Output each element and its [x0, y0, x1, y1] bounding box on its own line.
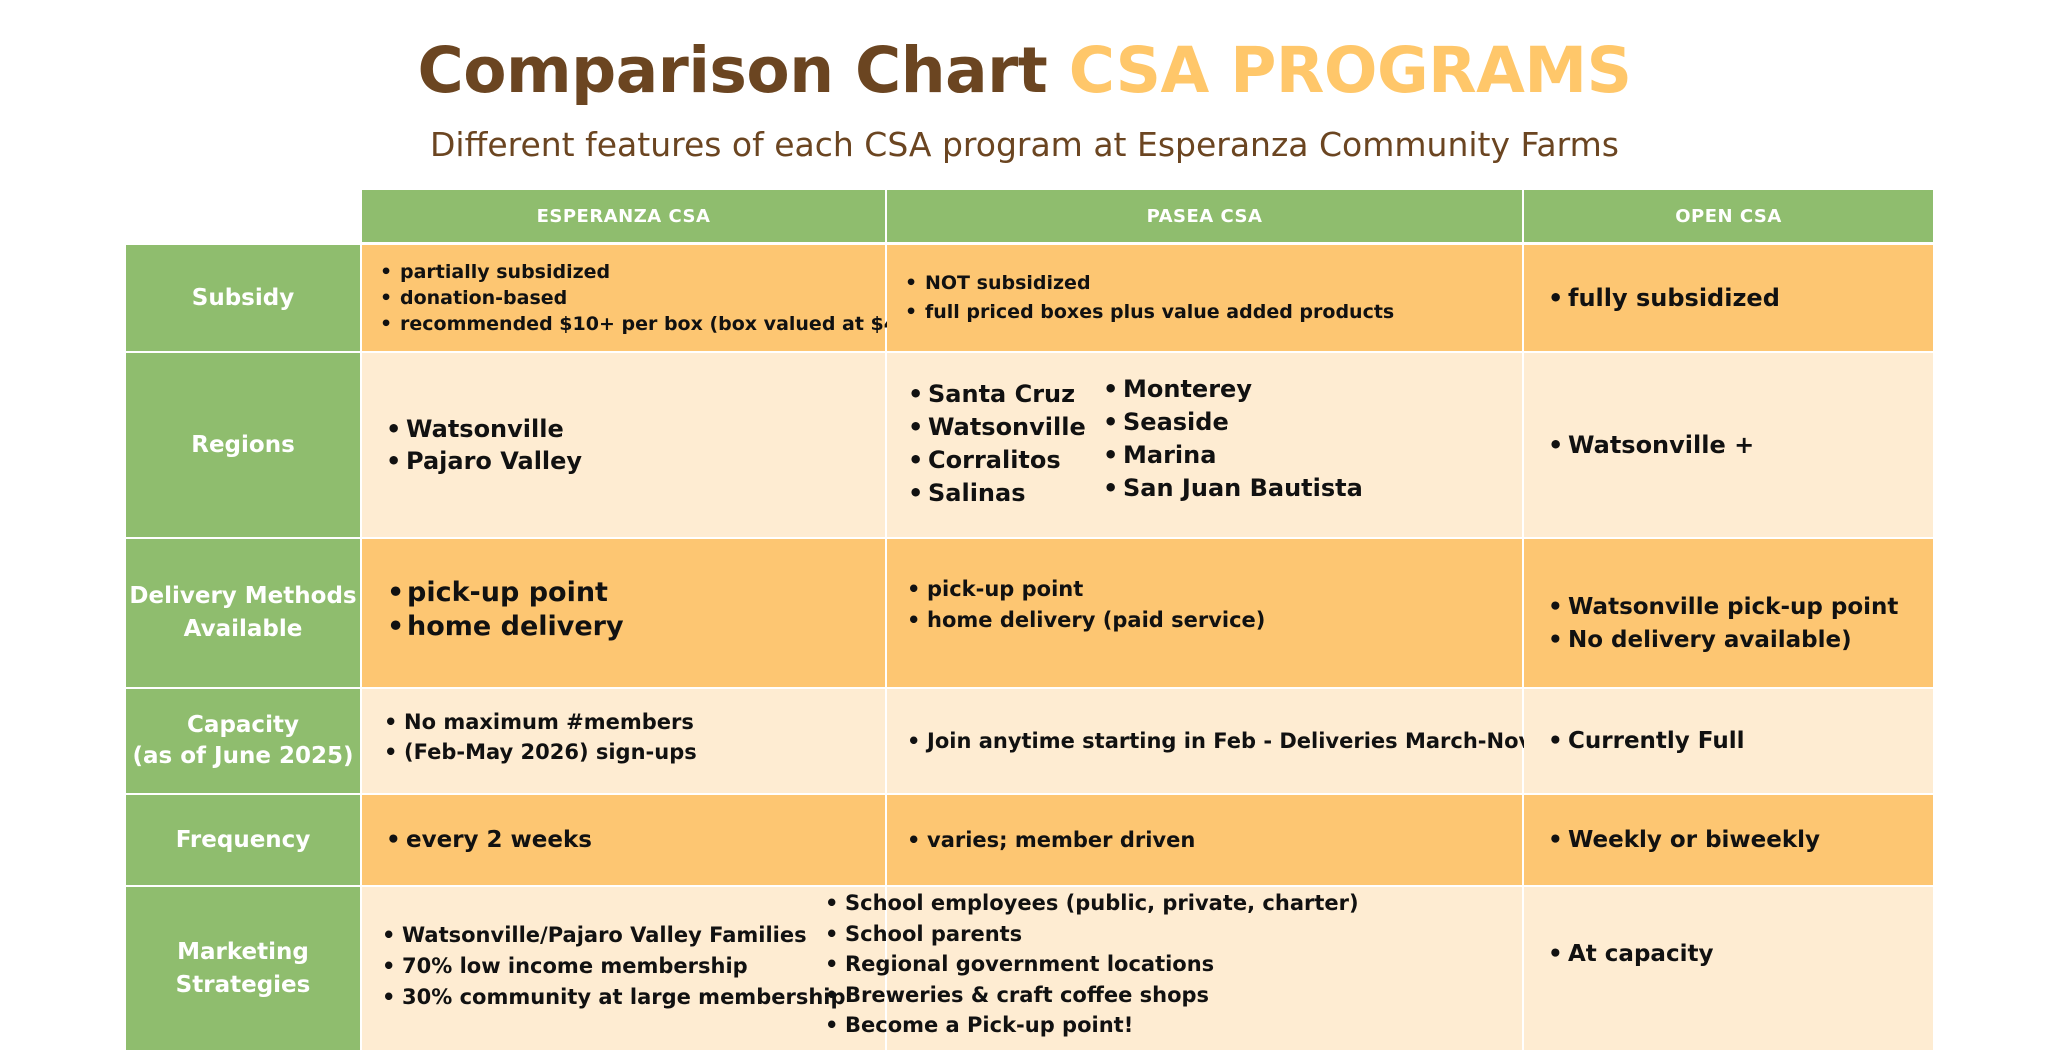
cell-subsidy-esperanza: partially subsidized donation-based reco… [362, 245, 919, 351]
marketing-pasea-list: School employees (public, private, chart… [825, 888, 1359, 1041]
list-item: home delivery [387, 610, 624, 644]
list-item: School employees (public, private, chart… [825, 888, 1359, 919]
cell-subsidy-pasea: NOT subsidized full priced boxes plus va… [887, 245, 1522, 351]
list-item: San Juan Bautista [1103, 472, 1363, 505]
cell-capacity-esperanza: No maximum #members (Feb-May 2026) sign-… [362, 689, 885, 793]
cell-regions-open: Watsonville + [1524, 353, 1933, 537]
list-item: every 2 weeks [386, 827, 592, 853]
row-label-delivery: Delivery Methods Available [126, 539, 360, 687]
list-item: At capacity [1548, 941, 1713, 967]
cell-delivery-open: Watsonville pick-up point No delivery av… [1524, 539, 1933, 687]
list-item: Marina [1103, 439, 1363, 472]
list-item: recommended $10+ per box (box valued at … [380, 311, 919, 337]
list-item: No delivery available) [1548, 624, 1898, 657]
cell-capacity-open: Currently Full [1524, 689, 1933, 793]
list-item: Watsonville [386, 413, 582, 445]
list-item: Join anytime starting in Feb - Deliverie… [907, 729, 1532, 753]
list-item: Monterey [1103, 373, 1363, 406]
list-item: (Feb-May 2026) sign-ups [384, 737, 697, 767]
list-item: Become a Pick-up point! [825, 1010, 1359, 1041]
list-item: Breweries & craft coffee shops [825, 980, 1359, 1011]
list-item: Seaside [1103, 406, 1363, 439]
list-item: Weekly or biweekly [1548, 827, 1820, 853]
list-item: Corralitos [908, 444, 1086, 477]
list-item: No maximum #members [384, 707, 697, 737]
list-item: pick-up point [387, 576, 624, 610]
page-subtitle: Different features of each CSA program a… [430, 125, 1619, 164]
list-item: Watsonville + [1548, 431, 1754, 459]
cell-capacity-pasea: Join anytime starting in Feb - Deliverie… [887, 689, 1532, 793]
row-label-capacity: Capacity (as of June 2025) [126, 689, 360, 793]
cell-delivery-pasea: pick-up point home delivery (paid servic… [887, 539, 1522, 687]
cell-delivery-esperanza: pick-up point home delivery [362, 539, 885, 687]
list-item: varies; member driven [907, 828, 1195, 852]
cell-marketing-open: At capacity [1524, 887, 1933, 1050]
list-item: Currently Full [1548, 728, 1745, 754]
list-item: Watsonville [908, 411, 1086, 444]
marketing-esperanza-list: Watsonville/Pajaro Valley Families 70% l… [382, 920, 846, 1013]
title-accent: CSA PROGRAMS [1068, 34, 1632, 107]
title-main: Comparison Chart [417, 34, 1048, 107]
cell-subsidy-open: fully subsidized [1524, 245, 1933, 351]
list-item: School parents [825, 919, 1359, 950]
list-item: fully subsidized [1548, 284, 1780, 312]
cell-regions-pasea: Santa Cruz Watsonville Corralitos Salina… [887, 353, 1522, 537]
list-item: full priced boxes plus value added produ… [905, 298, 1394, 327]
list-item: 30% community at large membership [382, 982, 846, 1013]
list-item: home delivery (paid service) [907, 605, 1265, 636]
list-item: Santa Cruz [908, 378, 1086, 411]
page-title: Comparison Chart CSA PROGRAMS [0, 34, 2049, 107]
cell-regions-esperanza: Watsonville Pajaro Valley [362, 353, 885, 537]
list-item: pick-up point [907, 574, 1265, 605]
row-label-marketing: Marketing Strategies [126, 887, 360, 1050]
list-item: 70% low income membership [382, 951, 846, 982]
list-item: partially subsidized [380, 259, 919, 285]
list-item: Watsonville/Pajaro Valley Families [382, 920, 846, 951]
column-header-pasea: PASEA CSA [887, 190, 1522, 242]
cell-frequency-esperanza: every 2 weeks [362, 795, 885, 885]
list-item: NOT subsidized [905, 269, 1394, 298]
column-header-esperanza: ESPERANZA CSA [362, 190, 885, 242]
list-item: donation-based [380, 285, 919, 311]
cell-frequency-open: Weekly or biweekly [1524, 795, 1933, 885]
cell-frequency-pasea: varies; member driven [887, 795, 1522, 885]
row-label-frequency: Frequency [126, 795, 360, 885]
list-item: Salinas [908, 477, 1086, 510]
row-label-subsidy: Subsidy [126, 245, 360, 351]
row-label-regions: Regions [126, 353, 360, 537]
list-item: Watsonville pick-up point [1548, 591, 1898, 624]
list-item: Pajaro Valley [386, 445, 582, 477]
list-item: Regional government locations [825, 949, 1359, 980]
column-header-open: OPEN CSA [1524, 190, 1933, 242]
